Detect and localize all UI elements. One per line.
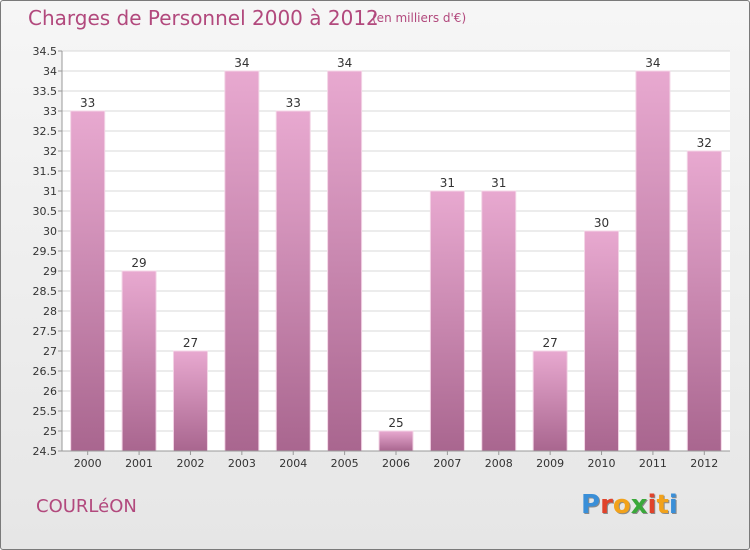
y-tick-label: 27 xyxy=(43,345,57,358)
logo-letter: o xyxy=(612,490,631,520)
bar-2004 xyxy=(275,110,311,452)
y-tick-label: 30 xyxy=(43,225,57,238)
data-label: 33 xyxy=(80,96,95,110)
y-tick-label: 34.5 xyxy=(33,45,58,58)
y-tick-label: 34 xyxy=(43,65,57,78)
data-label: 31 xyxy=(440,176,455,190)
logo-letter: i xyxy=(668,490,678,520)
data-label: 32 xyxy=(697,136,712,150)
y-tick-label: 26 xyxy=(43,385,57,398)
bar-2000 xyxy=(70,110,106,452)
y-tick-label: 28 xyxy=(43,305,57,318)
x-axis-ticks: 2000 2001 2002 2003 2004 2005 2006 2007 2008 2009… xyxy=(74,451,718,470)
x-tick-label: 2005 xyxy=(331,457,359,470)
data-label: 34 xyxy=(337,56,352,70)
y-tick-label: 29 xyxy=(43,265,57,278)
data-label: 27 xyxy=(543,336,558,350)
y-tick-label: 27.5 xyxy=(33,325,58,338)
data-label: 30 xyxy=(594,216,609,230)
logo-letter: i xyxy=(647,490,657,520)
y-tick-label: 32 xyxy=(43,145,57,158)
y-tick-label: 31 xyxy=(43,185,57,198)
x-tick-label: 2010 xyxy=(588,457,616,470)
x-tick-label: 2008 xyxy=(485,457,513,470)
bar-2011 xyxy=(635,70,671,452)
logo-letter: P xyxy=(581,490,601,520)
proxiti-logo[interactable]: Proxiti xyxy=(581,490,678,520)
data-label: 33 xyxy=(286,96,301,110)
y-tick-label: 26.5 xyxy=(33,365,58,378)
data-label: 29 xyxy=(131,256,146,270)
bar-2007 xyxy=(429,190,465,452)
bar-2005 xyxy=(327,70,363,452)
data-label: 34 xyxy=(645,56,660,70)
chart-unit: (en milliers d'€) xyxy=(372,11,467,25)
y-tick-label: 24.5 xyxy=(33,445,58,458)
logo-letter: x xyxy=(630,490,648,520)
y-tick-label: 33.5 xyxy=(33,85,58,98)
x-tick-label: 2012 xyxy=(690,457,718,470)
x-tick-label: 2002 xyxy=(176,457,204,470)
x-tick-label: 2000 xyxy=(74,457,102,470)
x-tick-label: 2006 xyxy=(382,457,410,470)
logo-letter: t xyxy=(656,490,669,520)
y-tick-label: 28.5 xyxy=(33,285,58,298)
y-tick-label: 31.5 xyxy=(33,165,58,178)
grid-lines xyxy=(62,50,730,452)
bar-2001 xyxy=(121,270,157,452)
x-tick-label: 2004 xyxy=(279,457,307,470)
x-tick-label: 2009 xyxy=(536,457,564,470)
data-label: 25 xyxy=(388,416,403,430)
y-tick-label: 33 xyxy=(43,105,57,118)
x-tick-label: 2003 xyxy=(228,457,256,470)
data-label: 27 xyxy=(183,336,198,350)
bar-2006 xyxy=(378,430,414,452)
bar-2012 xyxy=(686,150,722,452)
bar-2010 xyxy=(584,230,620,452)
x-tick-label: 2001 xyxy=(125,457,153,470)
bar-2003 xyxy=(224,70,260,452)
bar-2009 xyxy=(532,350,568,452)
bar-2008 xyxy=(481,190,517,452)
bar-2002 xyxy=(172,350,208,452)
y-tick-label: 25.5 xyxy=(33,405,58,418)
y-tick-label: 30.5 xyxy=(33,205,58,218)
bars: 33 29 27 34 33 34 25 31 31 27 30 34 32 xyxy=(70,56,722,452)
data-label: 34 xyxy=(234,56,249,70)
x-tick-label: 2011 xyxy=(639,457,667,470)
city-name: COURLéON xyxy=(36,496,137,517)
y-tick-label: 32.5 xyxy=(33,125,58,138)
y-axis-ticks: 24.5 25 25.5 26 26.5 27 27.5 28 28.5 29 29.5 30 30.5… xyxy=(33,45,62,458)
chart-title: Charges de Personnel 2000 à 2012 xyxy=(28,6,379,30)
data-label: 31 xyxy=(491,176,506,190)
y-tick-label: 29.5 xyxy=(33,245,58,258)
logo-letter: r xyxy=(600,490,613,520)
x-tick-label: 2007 xyxy=(433,457,461,470)
y-tick-label: 25 xyxy=(43,425,57,438)
